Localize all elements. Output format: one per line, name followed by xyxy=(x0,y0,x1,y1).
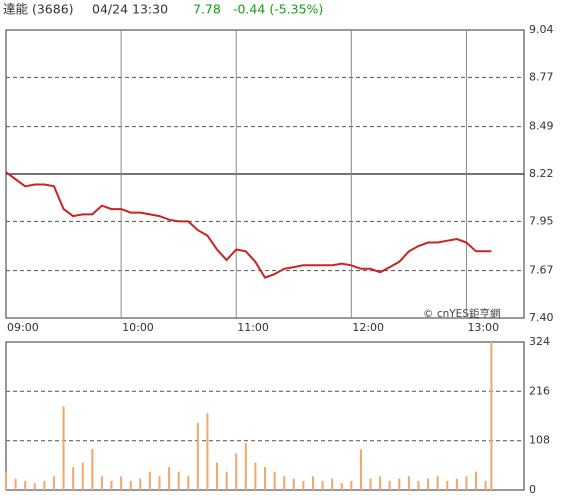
volume-bar xyxy=(490,342,493,490)
volume-bar xyxy=(398,478,401,490)
volume-bar xyxy=(72,467,75,490)
volume-bar xyxy=(177,471,180,490)
volume-bar xyxy=(350,480,353,490)
volume-bar xyxy=(311,476,314,490)
volume-bar xyxy=(120,476,123,490)
y-tick-label: 7.40 xyxy=(529,311,554,324)
volume-bar xyxy=(81,462,84,490)
volume-bar xyxy=(216,462,219,490)
volume-bar xyxy=(225,471,228,490)
volume-bar xyxy=(62,406,65,490)
volume-bar xyxy=(427,478,430,490)
volume-bar xyxy=(254,462,257,490)
quote-time: 04/24 13:30 xyxy=(92,2,168,17)
y-tick-label: 9.04 xyxy=(529,23,554,36)
volume-bar xyxy=(244,442,247,490)
volume-bar xyxy=(129,480,132,490)
x-tick-label: 10:00 xyxy=(122,321,154,334)
y-tick-label: 216 xyxy=(529,384,550,397)
volume-bar xyxy=(24,480,27,490)
y-tick-label: 108 xyxy=(529,434,550,447)
volume-bar xyxy=(455,478,458,490)
volume-bar xyxy=(436,476,439,490)
volume-bar xyxy=(388,480,391,490)
volume-bar xyxy=(187,476,190,490)
volume-bar xyxy=(33,483,36,490)
y-tick-label: 7.67 xyxy=(529,264,554,277)
watermark: © cnYES鉅亨網 xyxy=(423,307,500,320)
volume-bar xyxy=(484,480,487,490)
volume-bar xyxy=(321,480,324,490)
y-tick-label: 8.22 xyxy=(529,167,554,180)
volume-bar xyxy=(292,478,295,490)
volume-bar xyxy=(139,478,142,490)
volume-bar xyxy=(52,476,55,490)
y-tick-label: 8.77 xyxy=(529,70,554,83)
volume-bar xyxy=(331,478,334,490)
volume-bar xyxy=(475,471,478,490)
volume-bar xyxy=(283,476,286,490)
stock-name: 達能 (3686) xyxy=(3,2,74,17)
y-tick-label: 8.49 xyxy=(529,120,554,133)
volume-bar xyxy=(379,476,382,490)
volume-bar xyxy=(148,471,151,490)
x-tick-label: 13:00 xyxy=(467,321,499,334)
volume-bar xyxy=(359,449,362,490)
volume-bar xyxy=(206,413,209,490)
volume-bar xyxy=(158,476,161,490)
y-tick-label: 7.95 xyxy=(529,214,554,227)
volume-bar xyxy=(417,480,420,490)
volume-bar xyxy=(340,483,343,490)
x-tick-label: 11:00 xyxy=(237,321,269,334)
volume-bar xyxy=(43,480,46,490)
volume-bar xyxy=(235,453,238,490)
x-tick-label: 12:00 xyxy=(352,321,384,334)
volume-bar xyxy=(91,448,94,490)
volume-bar xyxy=(14,478,17,490)
x-tick-label: 09:00 xyxy=(7,321,39,334)
volume-bar xyxy=(100,476,103,490)
volume-bar xyxy=(273,471,276,490)
y-tick-label: 0 xyxy=(529,483,536,496)
price-change: -0.44 (-5.35%) xyxy=(233,2,323,17)
volume-bar xyxy=(5,471,7,490)
volume-bar xyxy=(446,480,449,490)
volume-bar xyxy=(465,476,468,490)
price-line xyxy=(5,171,492,279)
volume-bar xyxy=(196,422,199,490)
y-tick-label: 324 xyxy=(529,335,550,348)
volume-bar xyxy=(110,480,113,490)
volume-bar xyxy=(369,478,372,490)
last-price: 7.78 xyxy=(193,2,221,17)
volume-bar xyxy=(264,467,266,490)
volume-bar xyxy=(302,480,305,490)
volume-bar xyxy=(168,467,171,490)
volume-bar xyxy=(407,476,410,490)
